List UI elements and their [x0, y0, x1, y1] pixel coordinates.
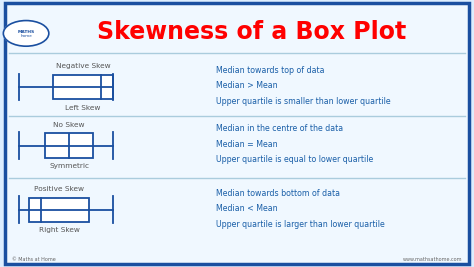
Text: home: home [20, 34, 32, 38]
Text: Upper quartile is equal to lower quartile: Upper quartile is equal to lower quartil… [216, 155, 373, 164]
Bar [53, 75, 113, 99]
Text: Skewness of a Box Plot: Skewness of a Box Plot [97, 20, 406, 44]
Text: Symmetric: Symmetric [49, 163, 89, 169]
Text: Left Skew: Left Skew [65, 105, 101, 111]
Text: Median in the centre of the data: Median in the centre of the data [216, 124, 343, 134]
Text: Median towards bottom of data: Median towards bottom of data [216, 189, 340, 198]
Text: MATHS: MATHS [18, 30, 35, 33]
Text: Negative Skew: Negative Skew [56, 63, 110, 69]
Bar [29, 198, 89, 222]
Text: Upper quartile is larger than lower quartile: Upper quartile is larger than lower quar… [216, 219, 384, 229]
FancyBboxPatch shape [5, 3, 469, 264]
Text: Right Skew: Right Skew [39, 227, 80, 233]
Text: www.mathsathome.com: www.mathsathome.com [402, 257, 462, 262]
Text: Median < Mean: Median < Mean [216, 204, 277, 213]
Bar [46, 134, 93, 158]
Text: Positive Skew: Positive Skew [34, 186, 84, 192]
Text: No Skew: No Skew [54, 122, 85, 128]
Text: Median > Mean: Median > Mean [216, 81, 277, 90]
Text: Median = Mean: Median = Mean [216, 140, 277, 149]
Text: © Maths at Home: © Maths at Home [12, 257, 55, 262]
Circle shape [3, 21, 49, 46]
Text: Upper quartile is smaller than lower quartile: Upper quartile is smaller than lower qua… [216, 97, 390, 106]
Text: Median towards top of data: Median towards top of data [216, 66, 324, 75]
